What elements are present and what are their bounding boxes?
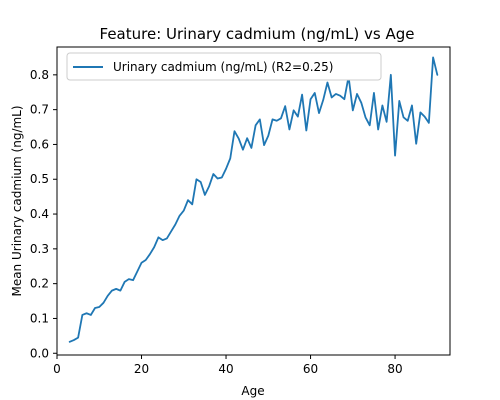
y-tick-label: 0.6 (30, 137, 49, 151)
legend-label: Urinary cadmium (ng/mL) (R2=0.25) (113, 60, 334, 74)
y-tick-label: 0.5 (30, 172, 49, 186)
y-tick-label: 0.2 (30, 277, 49, 291)
x-tick-label: 20 (134, 362, 149, 376)
x-axis: 0 20 40 60 80 (53, 355, 403, 376)
y-tick-label: 0.1 (30, 311, 49, 325)
plot-frame (56, 46, 451, 356)
y-tick-label: 0.7 (30, 103, 49, 117)
series-layer (68, 56, 439, 343)
y-axis-label: Mean Urinary cadmium (ng/mL) (10, 105, 24, 296)
legend-box (66, 52, 382, 81)
x-tick-label: 60 (303, 362, 318, 376)
y-tick-label: 0.4 (30, 207, 49, 221)
x-axis-label: Age (241, 384, 264, 398)
chart-title: Feature: Urinary cadmium (ng/mL) vs Age (100, 25, 415, 43)
y-axis: 0.0 0.1 0.2 0.3 0.4 0.5 0.6 0.7 0.8 (30, 68, 57, 360)
x-tick-label: 40 (218, 362, 233, 376)
x-tick-label: 0 (53, 362, 61, 376)
x-tick-label: 80 (387, 362, 402, 376)
series-line (68, 56, 439, 343)
y-tick-label: 0.3 (30, 242, 49, 256)
y-tick-label: 0.0 (30, 346, 49, 360)
y-tick-label: 0.8 (30, 68, 49, 82)
legend: Urinary cadmium (ng/mL) (R2=0.25) (66, 52, 382, 81)
